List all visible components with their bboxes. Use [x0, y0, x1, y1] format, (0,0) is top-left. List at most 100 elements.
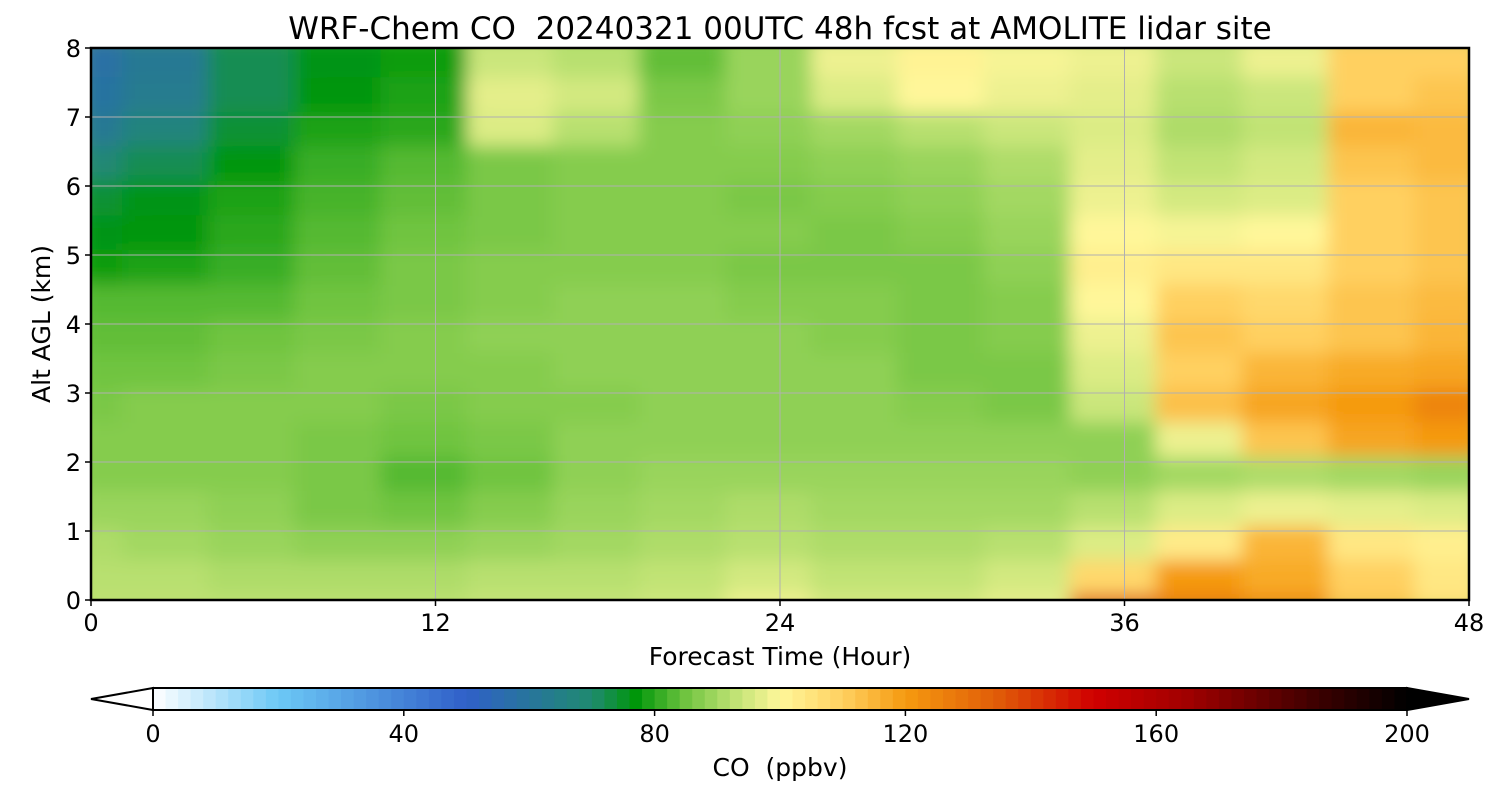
colorbar-segment [654, 688, 668, 710]
colorbar-segment [416, 688, 430, 710]
colorbar-tick-label: 0 [145, 720, 160, 748]
y-tick-label: 4 [66, 311, 81, 339]
colorbar-segment [1106, 688, 1120, 710]
colorbar-segment [178, 688, 192, 710]
colorbar-segment [328, 688, 342, 710]
colorbar-segment [516, 688, 530, 710]
x-axis-ticks: 0 12 24 36 48 [83, 600, 1484, 637]
y-tick-label: 2 [66, 449, 81, 477]
colorbar-segment [880, 688, 894, 710]
colorbar-tick-label: 40 [389, 720, 420, 748]
colorbar-segment [491, 688, 505, 710]
colorbar-segment [1030, 688, 1044, 710]
colorbar-segment [1344, 688, 1358, 710]
colorbar-segment [616, 688, 631, 710]
colorbar-tick-label: 120 [882, 720, 928, 748]
colorbar-segment [905, 688, 919, 710]
colorbar-segment [378, 688, 392, 710]
chart-title: WRF-Chem CO 20240321 00UTC 48h fcst at A… [288, 11, 1271, 47]
colorbar-segment [1294, 688, 1308, 710]
colorbar-low-extend [90, 686, 154, 712]
y-axis-label: Alt AGL (km) [27, 245, 56, 403]
colorbar-segment [290, 688, 305, 710]
colorbar-segment [767, 688, 781, 710]
colorbar-segment [1394, 688, 1408, 710]
colorbar-segment [955, 688, 969, 710]
colorbar-segment [1018, 688, 1032, 710]
colorbar-segment [316, 688, 330, 710]
colorbar-segment [867, 688, 881, 710]
x-axis-label: Forecast Time (Hour) [649, 642, 912, 671]
colorbar-segment [391, 688, 405, 710]
colorbar-segment [1005, 688, 1019, 710]
colorbar-segment [1093, 688, 1107, 710]
colorbar-segment [717, 688, 731, 710]
colorbar-segment [1193, 688, 1207, 710]
colorbar-segment [190, 688, 204, 710]
colorbar-tick-label: 200 [1384, 720, 1430, 748]
x-tick-label: 36 [1109, 609, 1140, 637]
y-tick-label: 8 [66, 35, 81, 63]
colorbar-segment [1181, 688, 1195, 710]
colorbar-segment [203, 688, 217, 710]
colorbar-segment [780, 688, 794, 710]
colorbar-segment [579, 688, 593, 710]
colorbar-segment [1043, 688, 1057, 710]
colorbar-segment [629, 688, 643, 710]
colorbar-segment [591, 688, 606, 710]
colorbar-segment [892, 688, 906, 710]
colorbar-segment [729, 688, 743, 710]
colorbar-segment [1256, 688, 1270, 710]
colorbar-segment [805, 688, 819, 710]
colorbar-segment [993, 688, 1007, 710]
colorbar-segment [265, 688, 279, 710]
colorbar-segment [1381, 688, 1396, 710]
colorbar-segment [479, 688, 493, 710]
colorbar-segment [1331, 688, 1345, 710]
y-tick-label: 1 [66, 518, 81, 546]
colorbar-segment [1156, 688, 1170, 710]
y-tick-label: 3 [66, 380, 81, 408]
colorbar-segment [253, 688, 267, 710]
colorbar-ticks: 0 40 80 120 160 200 [145, 710, 1430, 748]
colorbar-segment [541, 688, 555, 710]
colorbar-segment [679, 688, 693, 710]
colorbar-cells [153, 688, 1408, 710]
colorbar-segment [504, 688, 518, 710]
colorbar-segment [341, 688, 355, 710]
colorbar-segment [817, 688, 831, 710]
colorbar-segment [754, 688, 769, 710]
colorbar-segment [968, 688, 982, 710]
colorbar-segment [642, 688, 656, 710]
x-tick-label: 12 [420, 609, 451, 637]
colorbar-segment [842, 688, 856, 710]
colorbar-segment [165, 688, 179, 710]
colorbar-segment [1243, 688, 1258, 710]
colorbar-segment [228, 688, 242, 710]
colorbar-segment [1143, 688, 1157, 710]
colorbar-segment [1319, 688, 1333, 710]
y-tick-label: 0 [66, 587, 81, 615]
colorbar-segment [466, 688, 480, 710]
colorbar-label: CO (ppbv) [713, 753, 848, 782]
colorbar-segment [742, 688, 756, 710]
colorbar-segment [278, 688, 292, 710]
colorbar-segment [240, 688, 254, 710]
colorbar-segment [529, 688, 543, 710]
colorbar-segment [980, 688, 994, 710]
colorbar-segment [1269, 688, 1283, 710]
colorbar-segment [403, 688, 417, 710]
colorbar-segment [1168, 688, 1182, 710]
colorbar: 0 40 80 120 160 200 CO (ppbv) [90, 686, 1470, 782]
colorbar-segment [1281, 688, 1295, 710]
colorbar-segment [303, 688, 317, 710]
colorbar-segment [917, 688, 932, 710]
colorbar-segment [554, 688, 568, 710]
colorbar-segment [366, 688, 380, 710]
colorbar-segment [1080, 688, 1095, 710]
colorbar-segment [1218, 688, 1233, 710]
y-tick-label: 5 [66, 242, 81, 270]
colorbar-segment [830, 688, 844, 710]
colorbar-tick-label: 160 [1133, 720, 1179, 748]
